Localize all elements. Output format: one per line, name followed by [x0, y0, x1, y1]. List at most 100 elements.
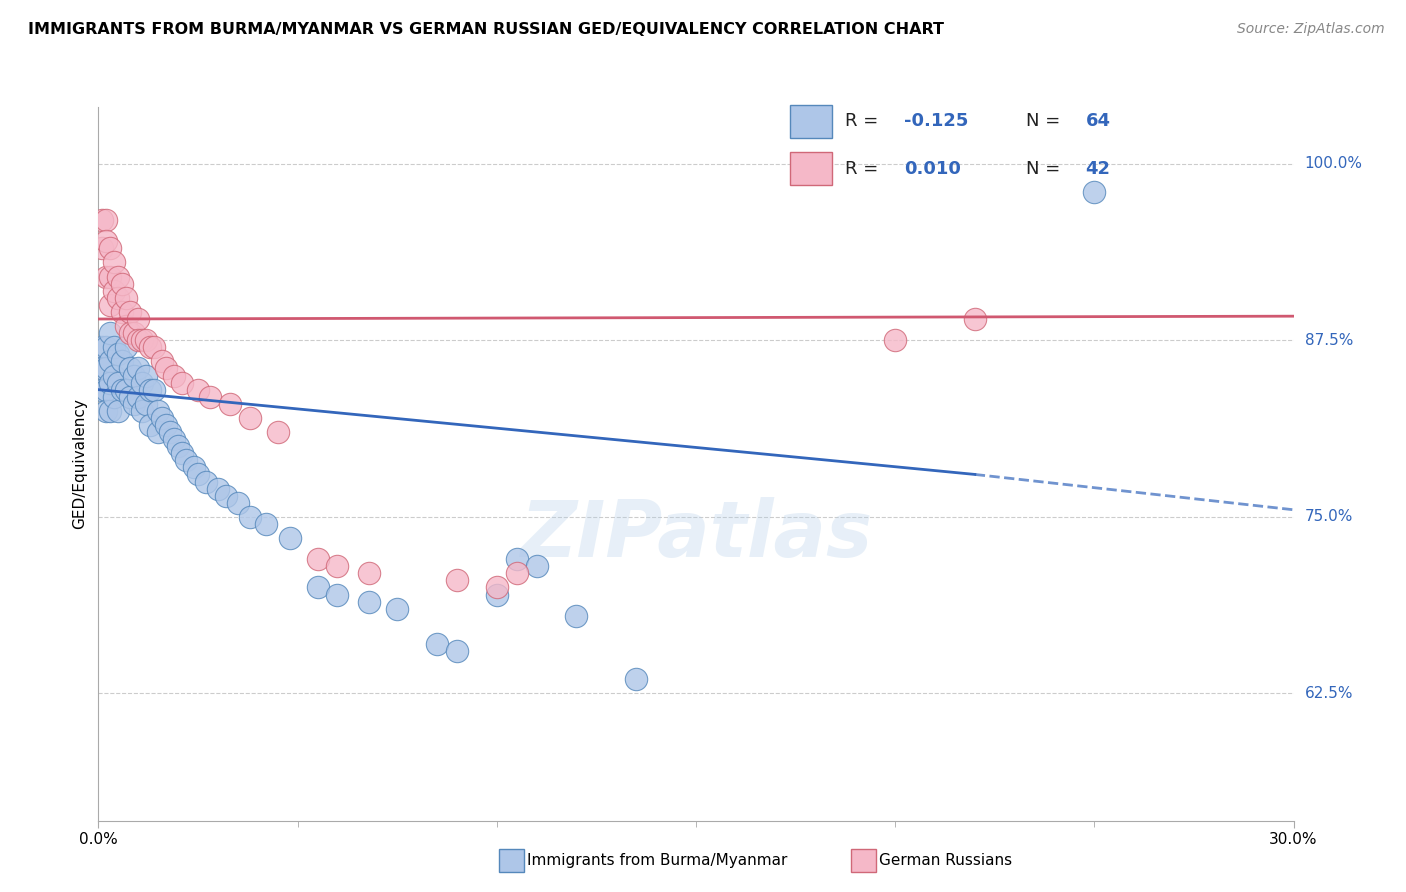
Point — [127, 361, 149, 376]
Text: 62.5%: 62.5% — [1305, 686, 1353, 701]
Text: R =: R = — [845, 160, 884, 178]
Point — [446, 644, 468, 658]
Point — [124, 368, 146, 383]
Point — [187, 467, 209, 482]
Point — [278, 531, 301, 545]
Point — [96, 213, 118, 227]
Point — [963, 312, 986, 326]
Point — [124, 397, 146, 411]
Point — [103, 284, 125, 298]
Text: 0.010: 0.010 — [904, 160, 960, 178]
Point — [183, 460, 205, 475]
Point — [107, 291, 129, 305]
Point — [219, 397, 242, 411]
Point — [143, 383, 166, 397]
Point — [96, 404, 118, 418]
Text: -0.125: -0.125 — [904, 112, 969, 130]
Point — [107, 376, 129, 390]
Text: N =: N = — [1026, 112, 1066, 130]
Point — [111, 354, 134, 368]
Point — [326, 588, 349, 602]
Point — [103, 340, 125, 354]
Point — [359, 594, 381, 608]
Point — [307, 581, 329, 595]
Point — [124, 326, 146, 340]
Point — [172, 376, 194, 390]
Point — [139, 383, 162, 397]
Point — [167, 439, 190, 453]
Point — [485, 588, 508, 602]
Text: 75.0%: 75.0% — [1305, 509, 1353, 524]
Text: ZIPatlas: ZIPatlas — [520, 497, 872, 574]
Point — [91, 213, 114, 227]
Point — [135, 397, 157, 411]
Point — [103, 390, 125, 404]
Point — [239, 509, 262, 524]
Point — [98, 404, 122, 418]
Point — [107, 404, 129, 418]
Point — [159, 425, 181, 439]
Point — [115, 291, 138, 305]
Point — [107, 269, 129, 284]
Point — [91, 340, 114, 354]
Point — [150, 411, 173, 425]
Point — [172, 446, 194, 460]
Point — [98, 298, 122, 312]
Point — [120, 305, 142, 319]
Point — [120, 390, 142, 404]
Point — [127, 390, 149, 404]
FancyBboxPatch shape — [790, 105, 832, 137]
Point — [163, 432, 186, 446]
Text: 87.5%: 87.5% — [1305, 333, 1353, 348]
Text: German Russians: German Russians — [879, 854, 1012, 868]
Point — [111, 305, 134, 319]
Point — [187, 383, 209, 397]
Point — [103, 255, 125, 269]
Point — [426, 637, 449, 651]
Point — [98, 354, 122, 368]
Point — [98, 241, 122, 255]
Point — [111, 277, 134, 291]
Point — [96, 383, 118, 397]
Point — [115, 319, 138, 334]
Point — [148, 425, 170, 439]
Point — [135, 368, 157, 383]
Point — [115, 340, 138, 354]
Point — [135, 333, 157, 347]
Point — [239, 411, 262, 425]
Point — [91, 241, 114, 255]
FancyBboxPatch shape — [790, 153, 832, 185]
Point — [96, 361, 118, 376]
Point — [148, 404, 170, 418]
Point — [127, 333, 149, 347]
Point — [96, 340, 118, 354]
Point — [884, 333, 907, 347]
Point — [139, 340, 162, 354]
Point — [131, 333, 153, 347]
Point — [143, 340, 166, 354]
Point — [103, 368, 125, 383]
Point — [385, 601, 409, 615]
Point — [359, 566, 381, 581]
Point — [307, 552, 329, 566]
Point — [91, 383, 114, 397]
Point — [96, 234, 118, 248]
Text: Immigrants from Burma/Myanmar: Immigrants from Burma/Myanmar — [527, 854, 787, 868]
Point — [127, 312, 149, 326]
Point — [485, 581, 508, 595]
Point — [194, 475, 218, 489]
Text: 42: 42 — [1085, 160, 1111, 178]
Text: 100.0%: 100.0% — [1305, 156, 1362, 171]
Point — [446, 574, 468, 588]
Point — [155, 361, 177, 376]
Point — [111, 383, 134, 397]
Text: N =: N = — [1026, 160, 1066, 178]
Point — [207, 482, 229, 496]
Point — [1083, 185, 1105, 199]
Point — [91, 361, 114, 376]
Point — [267, 425, 290, 439]
Point — [565, 608, 588, 623]
Text: R =: R = — [845, 112, 884, 130]
Point — [98, 269, 122, 284]
Point — [120, 326, 142, 340]
